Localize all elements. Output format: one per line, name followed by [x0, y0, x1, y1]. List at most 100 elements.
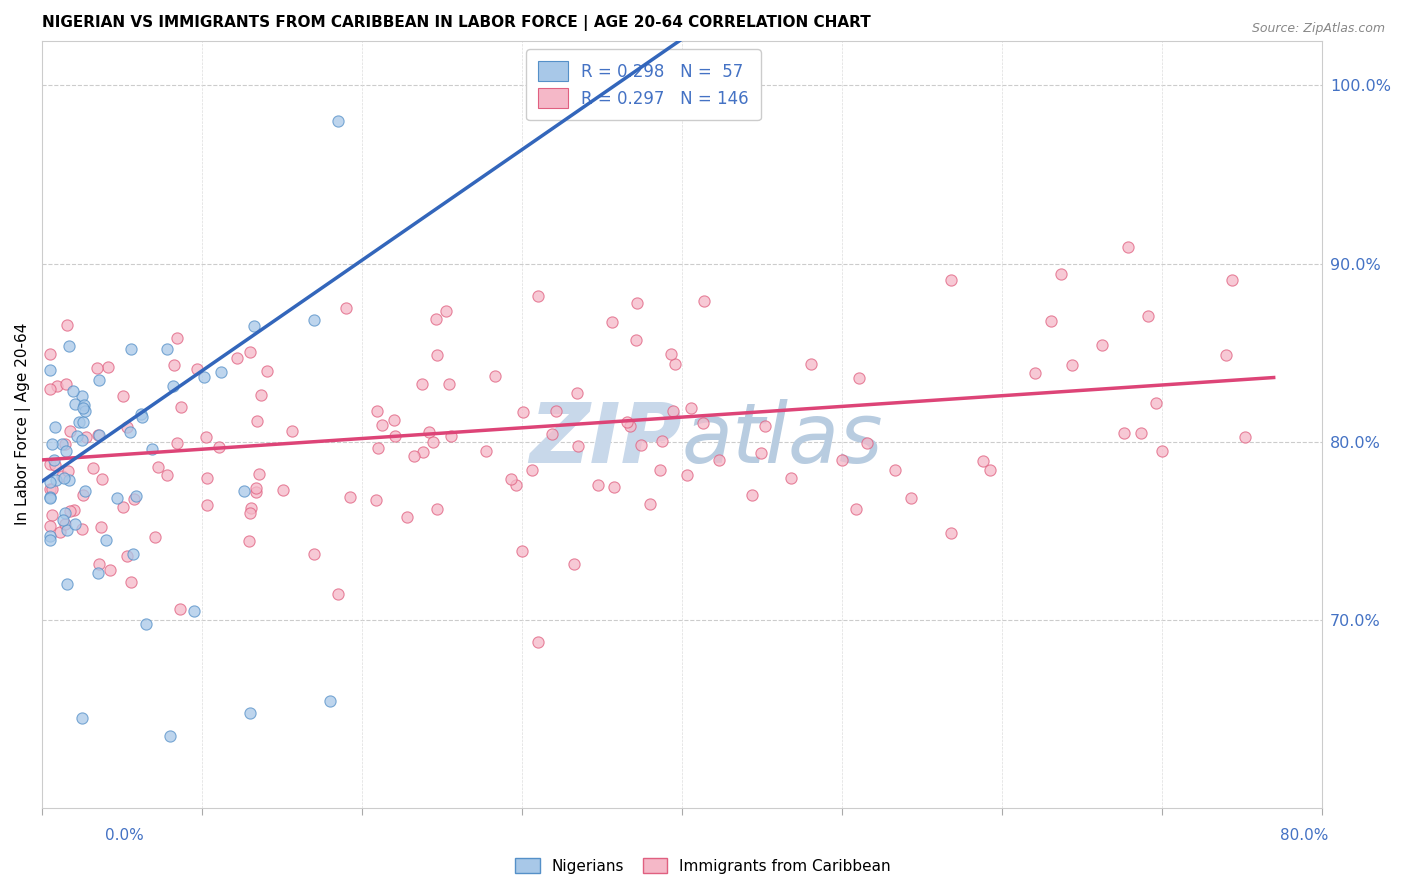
Point [70, 522, 93, 536]
Point [53, 516, 76, 531]
Point [45, 473, 67, 487]
Point [371, 418, 394, 433]
Point [512, 405, 534, 419]
Point [195, 430, 218, 444]
Point [501, 472, 523, 486]
Point [70, 711, 93, 725]
Point [603, 479, 626, 493]
Point [86, 428, 108, 442]
Point [562, 557, 585, 571]
Point [51, 468, 73, 483]
Point [741, 488, 763, 502]
Point [412, 445, 434, 459]
Point [120, 574, 142, 589]
Point [326, 587, 349, 601]
Point [780, 471, 803, 485]
Point [616, 416, 638, 430]
Point [749, 446, 772, 460]
Point [692, 294, 714, 309]
Point [91, 472, 114, 486]
Point [238, 534, 260, 549]
Point [619, 419, 641, 434]
Point [58, 339, 80, 353]
Point [364, 492, 387, 507]
Point [166, 330, 188, 344]
Point [662, 403, 685, 417]
Point [1220, 272, 1243, 286]
Point [239, 506, 262, 520]
Point [125, 489, 148, 503]
Point [72, 401, 94, 416]
Point [39, 490, 62, 504]
Point [193, 369, 215, 384]
Point [55, 377, 77, 392]
Point [1215, 348, 1237, 362]
Point [73, 404, 96, 418]
Point [302, 547, 325, 561]
Point [122, 491, 145, 506]
Point [44, 419, 66, 434]
Point [42, 452, 65, 467]
Point [396, 509, 419, 524]
Point [624, 333, 647, 347]
Point [225, 351, 247, 365]
Point [855, 435, 877, 450]
Point [664, 357, 686, 371]
Point [121, 547, 143, 561]
Point [586, 477, 609, 491]
Point [135, 617, 157, 632]
Point [56, 577, 79, 591]
Point [73, 399, 96, 413]
Point [256, 363, 278, 377]
Point [159, 729, 181, 743]
Point [800, 357, 823, 371]
Point [436, 304, 458, 318]
Point [1116, 240, 1139, 254]
Point [75, 484, 97, 499]
Point [183, 605, 205, 619]
Point [120, 425, 142, 439]
Point [86, 360, 108, 375]
Point [651, 434, 673, 449]
Point [39, 491, 62, 505]
Point [1024, 367, 1046, 381]
Point [75, 429, 97, 443]
Point [58, 464, 80, 478]
Text: ZIP: ZIP [529, 399, 682, 480]
Point [630, 438, 652, 452]
Point [883, 463, 905, 477]
Point [56, 523, 79, 537]
Point [1039, 314, 1062, 328]
Point [692, 417, 714, 431]
Point [39, 482, 62, 496]
Text: 0.0%: 0.0% [105, 828, 145, 843]
Point [240, 501, 263, 516]
Point [39, 518, 62, 533]
Point [120, 342, 142, 356]
Point [245, 484, 267, 499]
Point [1130, 426, 1153, 441]
Point [1091, 338, 1114, 352]
Point [233, 483, 256, 498]
Point [249, 467, 271, 481]
Point [602, 315, 624, 329]
Point [1050, 268, 1073, 282]
Point [520, 462, 543, 476]
Point [143, 530, 166, 544]
Y-axis label: In Labor Force | Age 20-64: In Labor Force | Age 20-64 [15, 323, 31, 525]
Point [39, 347, 62, 361]
Point [63, 397, 86, 411]
Point [166, 435, 188, 450]
Legend: R = 0.298   N =  57, R = 0.297   N = 146: R = 0.298 N = 57, R = 0.297 N = 146 [526, 49, 761, 120]
Point [754, 418, 776, 433]
Point [129, 407, 152, 421]
Legend: Nigerians, Immigrants from Caribbean: Nigerians, Immigrants from Caribbean [509, 852, 897, 880]
Point [676, 467, 699, 482]
Point [162, 378, 184, 392]
Point [115, 549, 138, 563]
Point [626, 295, 648, 310]
Point [90, 519, 112, 533]
Point [567, 385, 589, 400]
Text: 80.0%: 80.0% [1281, 828, 1329, 843]
Point [41, 437, 63, 451]
